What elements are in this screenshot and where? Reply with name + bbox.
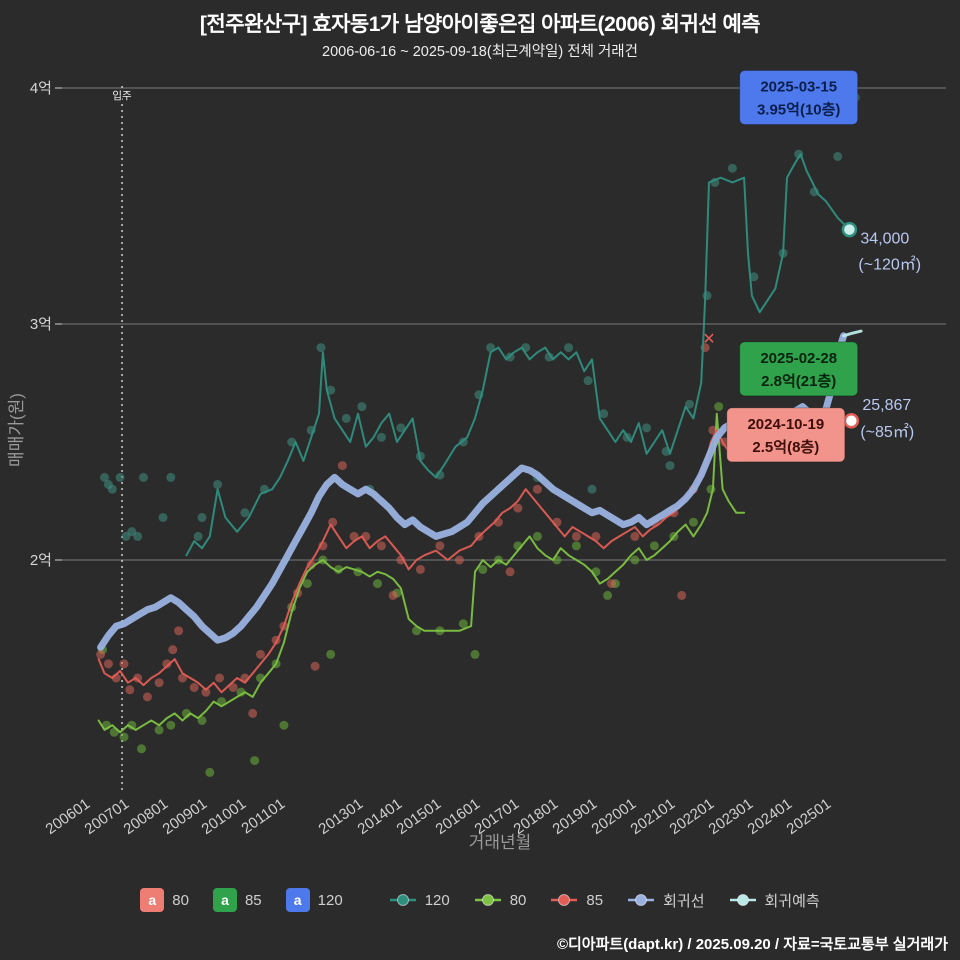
- prediction-endpoint-marker[interactable]: [841, 221, 858, 238]
- line-series-120[interactable]: [185, 153, 851, 557]
- legend-line-marker-icon: [551, 894, 578, 906]
- legend-swatch-icon: a: [140, 888, 165, 912]
- legend-line-marker-icon: [729, 894, 756, 906]
- gridlines: 2억 3억 4억: [30, 80, 946, 569]
- legend-line-120[interactable]: 120: [389, 892, 450, 909]
- legend-label: 85: [244, 891, 262, 909]
- legend-label: 80: [172, 891, 189, 909]
- legend-swatch-icon: a: [285, 888, 310, 912]
- svg-text:25,867: 25,867: [862, 397, 911, 414]
- legend-box-85[interactable]: a 85: [212, 888, 262, 912]
- footer-credit: ©디아파트(dapt.kr) / 2025.09.20 / 자료=국토교통부 실…: [556, 936, 948, 953]
- svg-text:2.8억(21층): 2.8억(21층): [761, 372, 836, 390]
- legend-line-marker-icon: [389, 894, 416, 906]
- scatter-series-120[interactable]: [100, 92, 860, 541]
- legend-line-회귀선[interactable]: 회귀선: [627, 890, 705, 911]
- legend-line-80[interactable]: 80: [474, 891, 527, 909]
- prediction-label: 25,867 (~85㎡): [860, 397, 914, 441]
- x-tick-label: 202501: [784, 795, 835, 838]
- y-tick-label: 3억: [30, 316, 52, 333]
- scatter-series-80[interactable]: [98, 402, 724, 777]
- legend-label: 120: [424, 891, 450, 909]
- legend-line-marker-icon: [474, 894, 501, 906]
- y-axis-title: 매매가(원): [7, 393, 26, 467]
- annotation-box-last-80[interactable]: 2024-10-19 2.5억(8층): [726, 407, 846, 463]
- svg-text:2025-03-15: 2025-03-15: [760, 78, 837, 95]
- svg-text:3.95억(10층): 3.95억(10층): [757, 100, 840, 118]
- svg-text:2.5억(8층): 2.5억(8층): [752, 438, 819, 456]
- scatter-series-85[interactable]: [96, 343, 833, 718]
- x-axis-title: 거래년월: [469, 833, 532, 852]
- svg-text:2025-02-28: 2025-02-28: [760, 350, 837, 367]
- legend-label: 회귀예측: [764, 892, 820, 910]
- legend-line-회귀예측[interactable]: 회귀예측: [729, 890, 820, 911]
- page-subtitle: 2006-06-16 ~ 2025-09-18(최근계약일) 전체 거래건: [322, 44, 638, 60]
- line-series-80[interactable]: [97, 412, 746, 734]
- legend-line-marker-icon: [628, 894, 655, 906]
- legend-box-120[interactable]: a 120: [285, 888, 343, 912]
- legend-line-85[interactable]: 85: [550, 892, 603, 909]
- legend-box-80[interactable]: a 80: [140, 888, 189, 912]
- move-in-label: 입주: [112, 89, 132, 102]
- line-series-회귀예측[interactable]: [842, 329, 863, 338]
- svg-text:34,000: 34,000: [860, 231, 909, 248]
- prediction-endpoint-marker[interactable]: [843, 413, 860, 429]
- legend-label: 회귀선: [663, 892, 705, 910]
- prediction-label: 34,000 (~120㎡): [858, 231, 921, 274]
- legend-group-boxes: a 80 a 85 a 120: [140, 888, 343, 912]
- price-chart[interactable]: 2억 3억 4억 2006012007012008012009012010012011…: [0, 0, 960, 880]
- page-title: [전주완산구] 효자동1가 남양아이좋은집 아파트(2006) 회귀선 예측: [199, 13, 761, 36]
- svg-text:2024-10-19: 2024-10-19: [747, 416, 824, 433]
- legend-row: a 80 a 85 a 120 120 80 85 회귀선 회귀예측: [0, 888, 960, 912]
- annotation-box-last-85[interactable]: 2025-02-28 2.8억(21층): [739, 341, 859, 397]
- svg-text:(~85㎡): (~85㎡): [860, 423, 914, 441]
- y-tick-label: 2억: [30, 552, 52, 569]
- legend-label: 85: [586, 891, 604, 909]
- legend-swatch-icon: a: [212, 888, 237, 912]
- y-tick-label: 4억: [30, 80, 52, 97]
- legend-group-lines: 120 80 85 회귀선 회귀예측: [389, 890, 820, 911]
- x-tick-label: 201101: [238, 795, 288, 837]
- cancelled-deal-x-icon[interactable]: ✕: [702, 331, 715, 348]
- svg-text:(~120㎡): (~120㎡): [858, 256, 921, 274]
- annotation-box-last-120[interactable]: 2025-03-15 3.95억(10층): [739, 69, 859, 125]
- line-series-85[interactable]: [97, 419, 853, 694]
- x-tick-label: 201001: [199, 795, 250, 838]
- legend-label: 80: [509, 891, 527, 909]
- legend-label: 120: [317, 891, 343, 909]
